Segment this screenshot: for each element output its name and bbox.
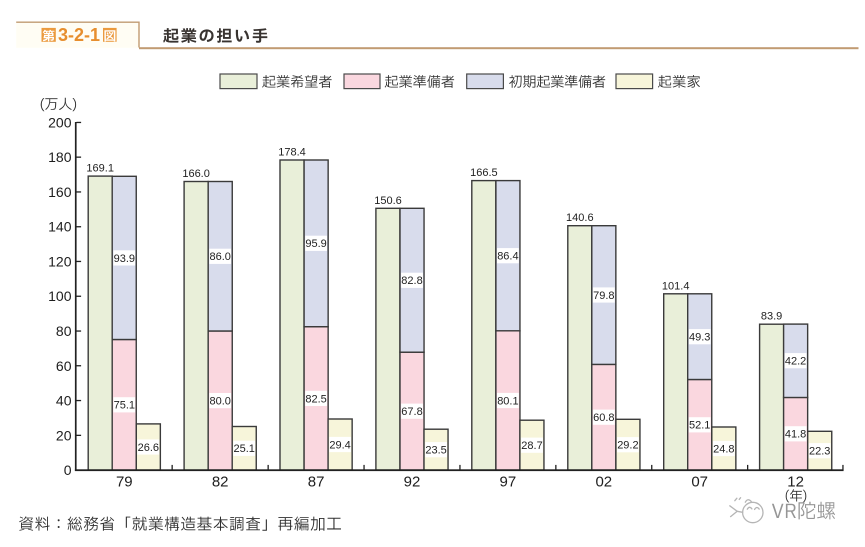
svg-text:166.0: 166.0: [182, 168, 210, 180]
svg-text:42.2: 42.2: [785, 356, 806, 368]
svg-text:180: 180: [48, 149, 72, 165]
svg-text:140: 140: [48, 219, 72, 235]
svg-text:87: 87: [308, 474, 325, 491]
svg-text:26.6: 26.6: [138, 442, 159, 454]
svg-text:79.8: 79.8: [593, 290, 614, 302]
svg-text:80.1: 80.1: [497, 395, 518, 407]
svg-text:82.8: 82.8: [401, 275, 422, 287]
svg-text:169.1: 169.1: [86, 163, 114, 175]
svg-text:86.0: 86.0: [209, 251, 230, 263]
svg-text:95.9: 95.9: [305, 238, 326, 250]
svg-text:60: 60: [56, 358, 72, 374]
svg-text:80: 80: [56, 323, 72, 339]
svg-text:41.8: 41.8: [785, 429, 806, 441]
svg-text:02: 02: [595, 474, 612, 491]
svg-text:97: 97: [500, 474, 517, 491]
svg-text:12: 12: [787, 474, 804, 491]
svg-text:40: 40: [56, 393, 72, 409]
svg-text:79: 79: [116, 474, 133, 491]
svg-text:82.5: 82.5: [305, 393, 326, 405]
svg-text:07: 07: [691, 474, 708, 491]
svg-text:100: 100: [48, 288, 72, 304]
svg-text:82: 82: [212, 474, 229, 491]
svg-text:20: 20: [56, 427, 72, 443]
svg-text:23.5: 23.5: [425, 445, 446, 457]
svg-text:0: 0: [64, 462, 72, 478]
svg-text:3-2-1: 3-2-1: [58, 25, 100, 45]
svg-text:22.3: 22.3: [809, 446, 830, 458]
svg-text:52.1: 52.1: [689, 420, 710, 432]
svg-text:200: 200: [48, 114, 72, 130]
svg-text:28.7: 28.7: [521, 440, 542, 452]
svg-text:29.4: 29.4: [329, 439, 350, 451]
svg-text:140.6: 140.6: [566, 212, 594, 224]
svg-text:24.8: 24.8: [713, 443, 734, 455]
svg-text:160: 160: [48, 184, 72, 200]
svg-text:101.4: 101.4: [662, 280, 690, 292]
svg-text:75.1: 75.1: [114, 400, 135, 412]
svg-text:29.2: 29.2: [617, 440, 638, 452]
svg-text:49.3: 49.3: [689, 332, 710, 344]
svg-text:67.8: 67.8: [401, 406, 422, 418]
svg-text:80.0: 80.0: [209, 396, 230, 408]
svg-text:25.1: 25.1: [233, 443, 254, 455]
svg-text:166.5: 166.5: [470, 167, 498, 179]
svg-text:178.4: 178.4: [278, 147, 306, 159]
svg-text:150.6: 150.6: [374, 195, 402, 207]
svg-text:93.9: 93.9: [114, 253, 135, 265]
svg-text:92: 92: [404, 474, 421, 491]
svg-text:86.4: 86.4: [497, 251, 518, 263]
svg-text:120: 120: [48, 254, 72, 270]
svg-text:60.8: 60.8: [593, 412, 614, 424]
svg-text:83.9: 83.9: [761, 311, 782, 323]
